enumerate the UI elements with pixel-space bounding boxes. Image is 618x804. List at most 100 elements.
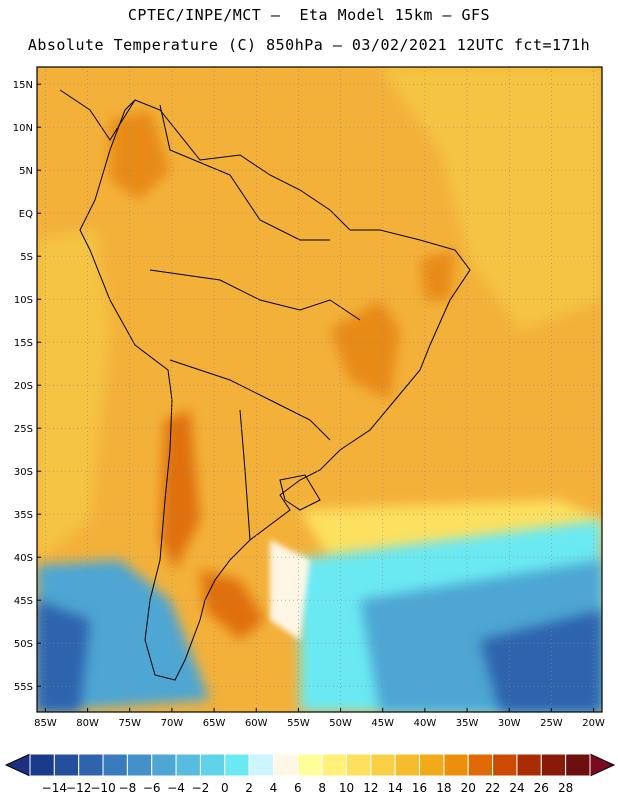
field-deep-se xyxy=(480,610,602,712)
colorbar-swatch xyxy=(516,753,542,777)
colorbar-label: 10 xyxy=(339,781,354,795)
field-light-w xyxy=(37,230,110,560)
colorbar-under-arrow xyxy=(4,753,31,777)
map-title-line1: CPTEC/INPE/MCT – Eta Model 15km – GFS xyxy=(127,6,491,24)
lon-label: 50W xyxy=(329,718,352,729)
colorbar-swatch xyxy=(321,753,348,777)
colorbar-swatch xyxy=(370,753,396,777)
lat-label: 45S xyxy=(14,596,33,607)
lat-label: 5S xyxy=(20,252,33,263)
lon-label: 80W xyxy=(76,718,99,729)
colorbar-swatches xyxy=(4,753,616,777)
lat-label: 55S xyxy=(14,682,33,693)
lon-label: 60W xyxy=(245,718,268,729)
lon-label: 75W xyxy=(118,718,141,729)
colorbar-label: 16 xyxy=(412,781,427,795)
temperature-map: 15N 10N 5N EQ 5S 10S 15S 20S 25S 30S 35S 40S 45S 50S 5… xyxy=(0,60,618,740)
colorbar-swatch xyxy=(224,753,250,777)
lon-label: 20W xyxy=(582,718,605,729)
colorbar-label: 26 xyxy=(534,781,549,795)
colorbar-label: 18 xyxy=(436,781,451,795)
lat-label: 10S xyxy=(14,295,33,306)
colorbar-swatch xyxy=(297,753,323,777)
colorbar-swatch xyxy=(175,753,201,777)
colorbar-label: 24 xyxy=(509,781,524,795)
colorbar-swatch xyxy=(53,753,80,777)
lat-label: 10N xyxy=(13,123,33,134)
colorbar-label: −4 xyxy=(167,781,185,795)
border-north xyxy=(159,104,330,241)
colorbar-label: −8 xyxy=(119,781,137,795)
colorbar-label: −14 xyxy=(42,781,67,795)
field-deep-sw xyxy=(37,600,90,712)
lon-label: 45W xyxy=(371,718,394,729)
colorbar-swatch xyxy=(492,753,518,777)
border-south xyxy=(169,359,331,441)
colorbar-label: −12 xyxy=(66,781,91,795)
longitude-labels: 85W 80W 75W 70W 65W 60W 55W 50W 45W 40W 35W 30W 25W 2… xyxy=(34,708,605,729)
lat-label: 40S xyxy=(14,553,33,564)
colorbar-label: 12 xyxy=(363,781,378,795)
field-warm-colombia xyxy=(110,110,170,200)
colorbar: −14 −12 −10 −8 −6 −4 −2 0 2 4 6 8 10 12 14 16 18 20 22 24 26… xyxy=(0,748,618,800)
colorbar-labels: −14 −12 −10 −8 −6 −4 −2 0 2 4 6 8 10 12 14 16 18 20 22 24 26… xyxy=(42,781,574,795)
lat-label: 50S xyxy=(14,639,33,650)
colorbar-swatch xyxy=(29,753,55,777)
map-title-line2: Absolute Temperature (C) 850hPa – 03/02/… xyxy=(27,36,591,54)
colorbar-label: −2 xyxy=(192,781,210,795)
colorbar-label: 14 xyxy=(388,781,403,795)
colorbar-swatch xyxy=(102,753,128,777)
colorbar-label: 8 xyxy=(318,781,326,795)
central-america-outline xyxy=(59,89,136,141)
colorbar-label: 4 xyxy=(270,781,278,795)
lat-label: 5N xyxy=(19,166,33,177)
lon-label: 70W xyxy=(161,718,184,729)
colorbar-swatch xyxy=(540,753,567,777)
colorbar-swatch xyxy=(272,753,299,777)
colorbar-label: 0 xyxy=(221,781,229,795)
uruguay-outline xyxy=(279,474,321,511)
colorbar-over-arrow xyxy=(589,753,616,777)
lat-label: EQ xyxy=(19,209,33,220)
lat-label: 30S xyxy=(14,467,33,478)
colorbar-label: 6 xyxy=(294,781,302,795)
lat-label: 25S xyxy=(14,424,33,435)
colorbar-swatch xyxy=(199,753,226,777)
colorbar-swatch xyxy=(248,753,274,777)
colorbar-label: 2 xyxy=(245,781,253,795)
colorbar-swatch xyxy=(78,753,104,777)
lon-label: 55W xyxy=(287,718,310,729)
colorbar-swatch xyxy=(394,753,421,777)
lon-label: 25W xyxy=(540,718,563,729)
coastlines xyxy=(59,89,471,681)
latitude-labels: 15N 10N 5N EQ 5S 10S 15S 20S 25S 30S 35S 40S 45S 50S 5… xyxy=(13,80,41,693)
temperature-field xyxy=(37,67,602,712)
lat-label: 35S xyxy=(14,510,33,521)
field-warm-patagonia xyxy=(200,570,265,640)
colorbar-swatch xyxy=(467,753,494,777)
colorbar-label: −6 xyxy=(143,781,161,795)
map-canvas: 15N 10N 5N EQ 5S 10S 15S 20S 25S 30S 35S 40S 45S 50S 5… xyxy=(13,66,605,729)
field-pale-plume xyxy=(270,540,310,640)
colorbar-label: 20 xyxy=(461,781,476,795)
lat-label: 20S xyxy=(14,381,33,392)
colorbar-swatch xyxy=(346,753,372,777)
lat-label: 15N xyxy=(13,80,33,91)
colorbar-swatch xyxy=(126,753,153,777)
field-light-ne xyxy=(380,67,602,330)
colorbar-label: 28 xyxy=(558,781,573,795)
lon-label: 40W xyxy=(414,718,437,729)
colorbar-swatch xyxy=(419,753,445,777)
colorbar-canvas: −14 −12 −10 −8 −6 −4 −2 0 2 4 6 8 10 12 14 16 18 20 22 24 26… xyxy=(4,753,616,795)
colorbar-label: −10 xyxy=(90,781,115,795)
colorbar-swatch xyxy=(565,753,591,777)
border-central xyxy=(149,269,361,321)
map-frame xyxy=(36,66,603,713)
lat-label: 15S xyxy=(14,338,33,349)
lon-label: 35W xyxy=(456,718,479,729)
colorbar-swatch xyxy=(443,753,469,777)
lon-label: 65W xyxy=(203,718,226,729)
border-argentina xyxy=(239,409,251,541)
field-warm-ne xyxy=(420,250,455,300)
colorbar-swatch xyxy=(151,753,177,777)
